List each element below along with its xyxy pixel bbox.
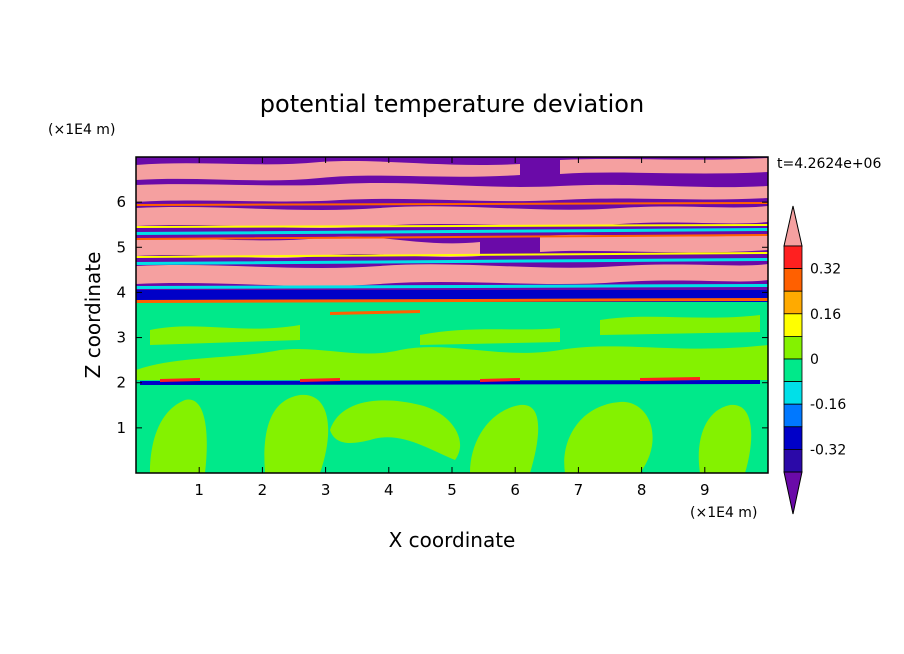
y-tick-label: 2	[116, 374, 126, 392]
colorbar: 0.32 0.16 0 -0.16 -0.32	[783, 205, 846, 515]
y-tick-label: 4	[116, 283, 126, 301]
x-tick-label: 6	[510, 481, 520, 499]
chart-title: potential temperature deviation	[260, 90, 644, 118]
y-unit-label: (×1E4 m)	[48, 122, 115, 138]
colorbar-box	[783, 381, 803, 405]
y-tick-label: 3	[116, 329, 126, 347]
colorbar-box	[783, 358, 803, 383]
colorbar-tick-label: -0.16	[810, 397, 846, 413]
colorbar-top-arrow	[783, 205, 803, 247]
x-tick-label: 3	[321, 481, 331, 499]
x-tick-label: 4	[384, 481, 394, 499]
x-axis-ticks: 1 2 3 4 5 6 7 8 9	[194, 157, 710, 499]
colorbar-box	[783, 448, 803, 473]
colorbar-tick-label: 0.16	[810, 307, 841, 323]
colorbar-box	[783, 245, 803, 270]
lower-plumes	[150, 394, 752, 473]
colorbar-bottom-arrow	[783, 471, 803, 515]
y-axis-label: Z coordinate	[81, 252, 105, 379]
colorbar-box	[783, 290, 803, 315]
y-tick-label: 1	[116, 419, 126, 437]
colorbar-box	[783, 426, 803, 450]
x-tick-label: 2	[258, 481, 268, 499]
colorbar-tick-label: 0.32	[810, 262, 841, 278]
colorbar-box	[783, 313, 803, 337]
warm-band-1	[136, 158, 768, 181]
inversion-band	[140, 380, 760, 385]
x-tick-label: 5	[447, 481, 457, 499]
time-label: t=4.2624e+06	[777, 156, 881, 172]
mid-light-patches	[136, 315, 768, 380]
x-unit-label: (×1E4 m)	[690, 505, 757, 521]
y-axis-ticks: 1 2 3 4 5 6	[116, 193, 768, 437]
y-tick-label: 6	[116, 193, 126, 211]
yellow-streaks	[136, 224, 768, 258]
colorbar-box	[783, 268, 803, 292]
warm-band-5	[136, 264, 768, 286]
x-axis-label: X coordinate	[389, 528, 516, 552]
x-tick-label: 1	[194, 481, 204, 499]
y-tick-label: 5	[116, 238, 126, 256]
warm-band-4	[136, 234, 768, 258]
warm-band-2	[136, 183, 768, 202]
x-tick-label: 7	[574, 481, 584, 499]
x-tick-label: 8	[637, 481, 647, 499]
colorbar-box	[783, 335, 803, 360]
x-tick-label: 9	[700, 481, 710, 499]
contour-field	[136, 157, 768, 473]
cold-streaks	[136, 228, 768, 289]
colorbar-box	[783, 403, 803, 428]
colorbar-tick-label: -0.32	[810, 442, 846, 458]
warm-band-3	[136, 206, 768, 228]
colorbar-tick-label: 0	[810, 352, 819, 368]
